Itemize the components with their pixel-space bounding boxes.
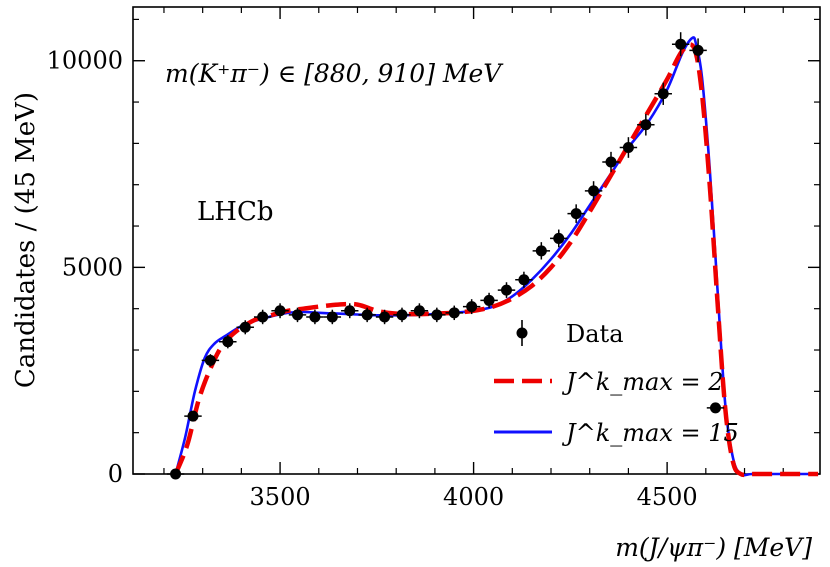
x-tick-label: 4000	[443, 483, 504, 511]
data-point-marker	[204, 354, 216, 366]
data-point	[654, 82, 672, 105]
data-point-marker	[222, 336, 234, 348]
data-point-marker	[605, 156, 617, 168]
data-point	[306, 309, 324, 325]
data-point-marker	[466, 301, 478, 313]
data-point	[637, 114, 655, 136]
data-point	[689, 38, 707, 63]
legend-label-jmax-2: J^k_max = 2	[561, 368, 724, 396]
data-point	[201, 354, 220, 367]
plot-frame	[132, 6, 821, 475]
mass-range-annotation: m(K⁺π⁻) ∈ [880, 910] MeV	[165, 59, 504, 88]
fit-curve-jmax-2	[173, 42, 819, 478]
data-point	[550, 229, 568, 248]
data-point	[497, 282, 516, 298]
data-point-marker	[709, 402, 721, 414]
legend: Data J^k_max = 2 J^k_max = 15	[494, 320, 739, 447]
y-tick-label: 0	[108, 460, 123, 488]
data-point-marker	[431, 309, 443, 321]
data-point	[410, 303, 429, 319]
data-point-marker	[640, 119, 652, 131]
legend-label-data: Data	[566, 320, 624, 348]
data-point-marker	[379, 311, 391, 323]
data-point	[602, 151, 620, 173]
data-point-marker	[535, 245, 547, 257]
data-point	[341, 303, 359, 319]
data-point-marker	[622, 142, 634, 154]
data-point	[236, 320, 254, 335]
data-point-marker	[692, 44, 704, 56]
data-point	[271, 303, 289, 319]
y-tick-label: 10000	[47, 47, 123, 75]
data-point	[288, 307, 307, 323]
data-point	[671, 32, 690, 57]
data-point-marker	[291, 309, 303, 321]
data-point-marker	[396, 309, 408, 321]
data-point	[428, 307, 446, 323]
data-point-marker	[344, 305, 356, 317]
data-point	[584, 181, 603, 201]
data-point	[706, 402, 725, 414]
data-point-marker	[448, 307, 460, 319]
curves-group	[173, 36, 819, 478]
data-point-marker	[187, 410, 199, 422]
data-point	[619, 137, 638, 158]
data-point	[375, 309, 394, 325]
data-point	[358, 307, 376, 323]
data-point	[393, 307, 411, 323]
data-point-marker	[413, 305, 425, 317]
data-point-marker	[553, 232, 565, 244]
data-point	[184, 410, 202, 422]
data-point-marker	[170, 468, 182, 480]
data-points-group	[166, 32, 725, 480]
data-point	[323, 309, 342, 325]
data-point-marker	[657, 88, 669, 100]
fit-curve-jmax-15	[174, 36, 819, 477]
data-point-marker	[239, 321, 251, 333]
data-point-marker	[309, 311, 321, 323]
data-point-marker	[361, 309, 373, 321]
data-point-marker	[675, 38, 687, 50]
data-point-marker	[257, 311, 269, 323]
y-axis-label: Candidates / (45 MeV)	[11, 92, 41, 388]
x-tick-label: 4500	[637, 483, 698, 511]
data-point	[219, 335, 237, 349]
data-point	[567, 204, 585, 223]
x-axis-label: m(J/ψπ⁻) [MeV]	[615, 533, 812, 562]
data-point-marker	[274, 305, 286, 317]
x-tick-label: 3500	[250, 483, 311, 511]
data-point	[480, 292, 498, 309]
ticks-group: 3500 4000 4500 0 5000 10000	[47, 7, 820, 511]
data-point-marker	[518, 274, 530, 286]
legend-marker-data	[516, 320, 528, 346]
data-point-marker	[326, 311, 338, 323]
y-tick-label: 5000	[62, 253, 123, 281]
data-point-marker	[588, 185, 600, 197]
data-point	[515, 271, 533, 288]
data-point	[166, 468, 185, 480]
data-point	[462, 299, 481, 315]
data-point-marker	[500, 284, 512, 296]
data-point	[532, 242, 551, 260]
data-point-marker	[483, 294, 495, 306]
experiment-label: LHCb	[197, 197, 273, 227]
data-point	[253, 309, 272, 325]
data-point	[445, 305, 463, 321]
legend-label-jmax-15: J^k_max = 15	[561, 419, 739, 447]
data-point-marker	[570, 208, 582, 220]
